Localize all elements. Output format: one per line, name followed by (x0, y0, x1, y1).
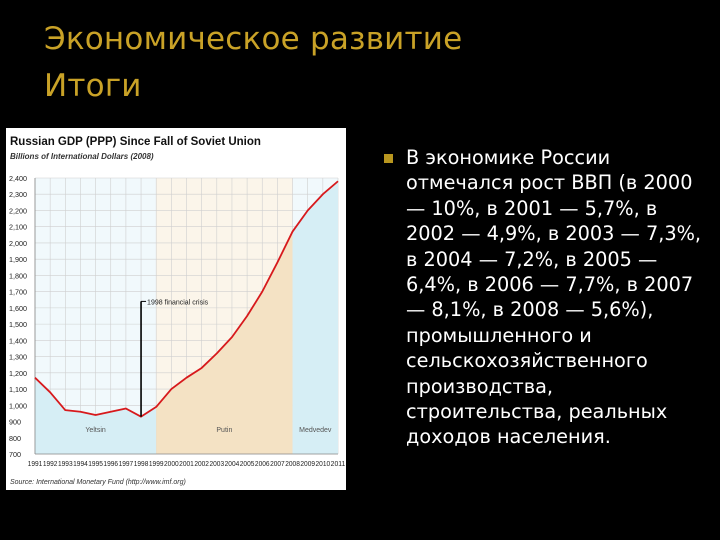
x-tick-label: 1991 (28, 459, 43, 468)
body-text-block: В экономике России отмечался рост ВВП (в… (384, 145, 704, 450)
era-label: Putin (216, 427, 232, 434)
y-tick-label: 1,800 (9, 271, 27, 280)
x-tick-label: 2007 (270, 459, 285, 468)
body-paragraph: В экономике России отмечался рост ВВП (в… (406, 146, 702, 449)
x-tick-label: 1997 (119, 459, 134, 468)
y-tick-label: 2,100 (9, 223, 27, 232)
y-tick-label: 1,000 (9, 401, 27, 410)
y-tick-label: 1,200 (9, 369, 27, 378)
y-tick-label: 2,200 (9, 206, 27, 215)
y-tick-label: 1,100 (9, 385, 27, 394)
y-tick-label: 1,300 (9, 353, 27, 362)
slide-title-line-1: Экономическое развитие (44, 21, 463, 57)
y-tick-label: 1,700 (9, 288, 27, 297)
chart-source: Source: International Monetary Fund (htt… (10, 479, 186, 486)
x-tick-label: 2009 (300, 459, 315, 468)
chart-subtitle: Billions of International Dollars (2008) (10, 152, 154, 161)
x-tick-label: 2010 (316, 459, 331, 468)
era-label: Yeltsin (85, 427, 105, 434)
y-tick-label: 2,400 (9, 174, 27, 183)
x-tick-label: 2011 (331, 459, 346, 468)
x-tick-label: 2002 (194, 459, 209, 468)
y-tick-label: 1,500 (9, 320, 27, 329)
y-tick-label: 2,000 (9, 239, 27, 248)
x-tick-label: 1993 (58, 459, 73, 468)
x-tick-label: 1996 (103, 459, 118, 468)
y-tick-label: 1,400 (9, 336, 27, 345)
era-area (292, 181, 338, 454)
x-tick-label: 2000 (164, 459, 179, 468)
x-tick-label: 2005 (240, 459, 255, 468)
y-tick-label: 2,300 (9, 190, 27, 199)
era-area (156, 231, 293, 454)
y-tick-label: 900 (9, 418, 21, 427)
x-tick-label: 1994 (73, 459, 88, 468)
x-tick-label: 2004 (225, 459, 240, 468)
x-tick-label: 2008 (285, 459, 300, 468)
y-tick-label: 700 (9, 450, 21, 459)
era-label: Medvedev (299, 427, 332, 434)
gdp-chart: Yeltsin Putin Medvedev 1998 financial crisi… (9, 136, 346, 486)
y-tick-label: 1,600 (9, 304, 27, 313)
gdp-series-line (34, 180, 339, 418)
x-tick-label: 1992 (43, 459, 58, 468)
x-tick-label: 2001 (179, 459, 194, 468)
x-tick-label: 1995 (88, 459, 103, 468)
gdp-chart-panel: Yeltsin Putin Medvedev 1998 financial crisi… (6, 128, 346, 490)
chart-title: Russian GDP (PPP) Since Fall of Soviet U… (10, 136, 261, 148)
slide-title-line-2: Итоги (44, 68, 142, 104)
crisis-annotation: 1998 financial crisis (147, 299, 209, 306)
x-tick-label: 1998 (134, 459, 149, 468)
y-tick-label: 1,900 (9, 255, 27, 264)
slide-title: Экономическое развитие Итоги (44, 16, 462, 110)
x-tick-label: 2006 (255, 459, 270, 468)
square-bullet-icon (384, 154, 393, 163)
x-tick-label: 1999 (149, 459, 164, 468)
y-tick-label: 800 (9, 434, 21, 443)
x-tick-label: 2003 (209, 459, 224, 468)
